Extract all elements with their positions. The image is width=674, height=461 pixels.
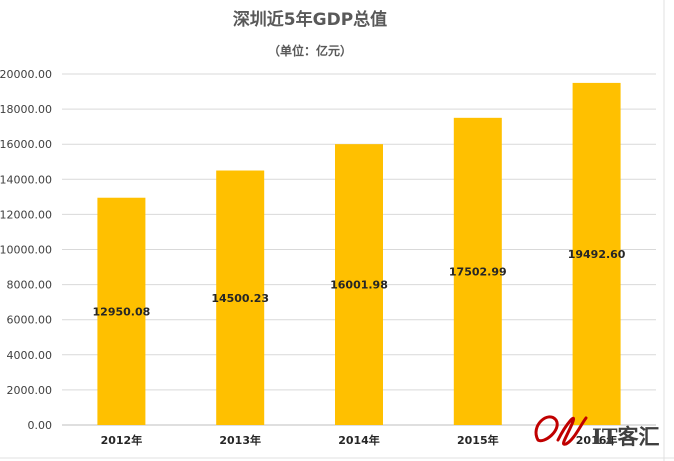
data-label: 17502.99	[449, 265, 507, 278]
y-tick-label: 2000.00	[7, 384, 53, 397]
x-tick-label: 2012年	[101, 433, 143, 447]
watermark-text: IT客汇	[592, 424, 659, 449]
chart-subtitle: （单位：亿元）	[268, 43, 352, 58]
y-tick-label: 10000.00	[0, 244, 52, 257]
y-tick-label: 0.00	[28, 419, 53, 432]
y-tick-label: 16000.00	[0, 138, 52, 151]
y-tick-label: 20000.00	[0, 68, 52, 81]
bar-2014年	[335, 144, 383, 425]
bar-2016年	[572, 82, 621, 425]
x-tick-label: 2016年	[576, 433, 618, 447]
data-label: 12950.08	[93, 305, 151, 318]
data-label: 19492.60	[568, 248, 626, 261]
y-tick-label: 18000.00	[0, 103, 52, 116]
bar-2012年	[97, 197, 146, 425]
watermark-logo: IT客汇	[534, 415, 659, 449]
x-tick-label: 2013年	[219, 433, 261, 447]
y-tick-label: 4000.00	[7, 349, 53, 362]
y-tick-label: 12000.00	[0, 208, 52, 221]
y-tick-label: 8000.00	[7, 279, 53, 292]
chart-title: 深圳近5年GDP总值	[233, 9, 387, 30]
bar-2013年	[216, 170, 265, 425]
x-axis-ticks: 2012年 2013年 2014年 2015年 2016年	[101, 433, 618, 447]
y-tick-label: 14000.00	[0, 173, 52, 186]
bar-2015年	[453, 117, 502, 426]
y-axis-ticks: 0.00 2000.00 4000.00 6000.00 8000.00 10000.00…	[0, 68, 52, 432]
bars	[97, 82, 621, 426]
data-labels: 12950.08 14500.23 16001.98 17502.99 19492.60	[93, 248, 626, 318]
data-label: 14500.23	[211, 292, 269, 305]
x-tick-label: 2015年	[457, 433, 499, 447]
x-tick-label: 2014年	[338, 433, 380, 447]
data-label: 16001.98	[330, 279, 388, 292]
watermark-mark-icon	[534, 415, 588, 446]
y-tick-label: 6000.00	[7, 314, 53, 327]
